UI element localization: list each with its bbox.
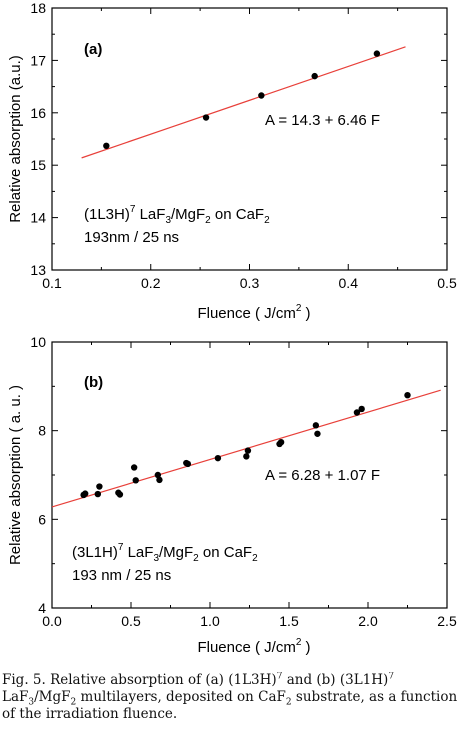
- x-axis-label-text: Fluence ( J/cm: [197, 305, 295, 322]
- caption-sub-1: 3: [28, 697, 35, 708]
- x-tick-label: 0.3: [240, 275, 260, 291]
- caption-sub-3: 2: [285, 697, 292, 708]
- sample-structure: (3L1H): [72, 544, 118, 561]
- sample-material-2: /MgF: [171, 206, 205, 223]
- fit-line: [81, 46, 406, 159]
- x-tick-label: 2.5: [437, 613, 457, 629]
- sample-material-1: LaF: [135, 206, 165, 223]
- figure-caption: Fig. 5. Relative absorption of (a) (1L3H…: [2, 672, 472, 734]
- y-tick-label: 16: [30, 105, 46, 121]
- data-point: [312, 422, 320, 429]
- caption-text-6: substrate, as a function of the irradiat…: [2, 689, 458, 722]
- caption-text-3: LaF: [2, 689, 29, 705]
- caption-sup-1: 7: [276, 672, 283, 682]
- data-point: [244, 447, 252, 454]
- data-point: [103, 142, 110, 150]
- data-point: [243, 453, 250, 460]
- x-axis-label: Fluence ( J/cm2 ): [197, 303, 310, 322]
- data-point: [154, 471, 162, 479]
- sample-conditions: 193 nm / 25 ns: [72, 567, 171, 584]
- panel-label: (b): [84, 374, 103, 391]
- sample-sub-2: 2: [193, 553, 199, 564]
- x-tick-label: 1.5: [279, 613, 299, 629]
- data-point: [214, 454, 222, 462]
- y-axis-label: Relative absorption ( a. u. ): [7, 385, 24, 565]
- y-tick-label: 4: [38, 600, 46, 616]
- caption-sup-2: 7: [388, 672, 395, 682]
- sample-sub-3: 2: [252, 553, 258, 564]
- data-point: [311, 72, 318, 80]
- caption-text-2: and (b) (3L1H): [282, 672, 389, 688]
- data-point: [373, 50, 381, 57]
- sample-sub-1: 3: [165, 215, 171, 226]
- sample-period-sup: 7: [130, 204, 136, 215]
- caption-sub-2: 2: [70, 697, 77, 708]
- sample-description: (3L1H)7 LaF3/MgF2 on CaF2: [72, 542, 258, 564]
- sample-period-sup: 7: [118, 542, 124, 553]
- x-tick-label: 1.0: [200, 613, 220, 629]
- x-axis-label-sup: 2: [296, 303, 302, 314]
- sample-description: (1L3H)7 LaF3/MgF2 on CaF2: [84, 204, 270, 226]
- y-tick-label: 6: [38, 511, 46, 527]
- caption-text-5: multilayers, deposited on CaF: [76, 689, 286, 705]
- y-axis-label: Relative absorption (a.u.): [7, 55, 24, 223]
- caption-text-1: Fig. 5. Relative absorption of (a) (1L3H…: [2, 672, 277, 688]
- x-axis-label-close: ): [301, 639, 310, 656]
- x-axis-label-text: Fluence ( J/cm: [197, 639, 295, 656]
- data-point: [156, 476, 163, 484]
- x-tick-label: 0.4: [339, 275, 359, 291]
- data-point: [353, 409, 361, 416]
- x-axis-label-sup: 2: [296, 637, 302, 648]
- y-tick-label: 10: [30, 334, 46, 350]
- data-point: [116, 491, 124, 498]
- data-point: [81, 490, 89, 497]
- sample-material-1: LaF: [123, 544, 153, 561]
- sample-sub-3: 2: [264, 215, 270, 226]
- caption-text-4: /MgF: [34, 689, 71, 705]
- y-tick-label: 15: [30, 157, 46, 173]
- sample-sub-2: 2: [205, 215, 211, 226]
- data-point: [258, 92, 265, 99]
- data-point: [277, 438, 285, 446]
- panel-label: (a): [84, 41, 102, 58]
- y-tick-label: 8: [38, 423, 46, 439]
- x-axis-label-close: ): [301, 305, 310, 322]
- data-point: [404, 392, 411, 399]
- fit-equation: A = 6.28 + 1.07 F: [265, 467, 380, 484]
- y-tick-label: 14: [30, 210, 46, 226]
- data-point: [314, 430, 321, 437]
- sample-substrate: on CaF: [211, 206, 264, 223]
- y-tick-label: 18: [30, 0, 46, 16]
- panel-a-chart: 0.1 0.2 0.3 0.4 0.5 13 14 15 16 17 18 (a) A = 14.3 +…: [7, 0, 457, 322]
- sample-sub-1: 3: [153, 553, 159, 564]
- data-point: [96, 483, 103, 490]
- panel-b-chart: 0.0 0.5 1.0 1.5 2.0 2.5 4 6 8 10 (b) A = 6.28 + 1.0…: [7, 334, 457, 656]
- y-tick-label: 17: [30, 52, 46, 68]
- sample-substrate: on CaF: [199, 544, 252, 561]
- data-point: [132, 477, 139, 484]
- x-tick-label: 0.2: [141, 275, 161, 291]
- data-point: [202, 114, 210, 121]
- x-tick-label: 0.0: [42, 613, 62, 629]
- data-point: [184, 460, 192, 468]
- sample-conditions: 193nm / 25 ns: [84, 229, 179, 246]
- data-point: [130, 464, 138, 471]
- sample-structure: (1L3H): [84, 206, 130, 223]
- x-tick-label: 2.0: [358, 613, 378, 629]
- sample-material-2: /MgF: [159, 544, 193, 561]
- x-tick-label: 0.1: [42, 275, 62, 291]
- fit-equation: A = 14.3 + 6.46 F: [265, 112, 380, 129]
- x-tick-label: 0.5: [121, 613, 141, 629]
- x-tick-label: 0.5: [437, 275, 457, 291]
- data-point: [94, 490, 102, 498]
- y-tick-label: 13: [30, 262, 46, 278]
- x-axis-label: Fluence ( J/cm2 ): [197, 637, 310, 656]
- data-point: [358, 405, 365, 413]
